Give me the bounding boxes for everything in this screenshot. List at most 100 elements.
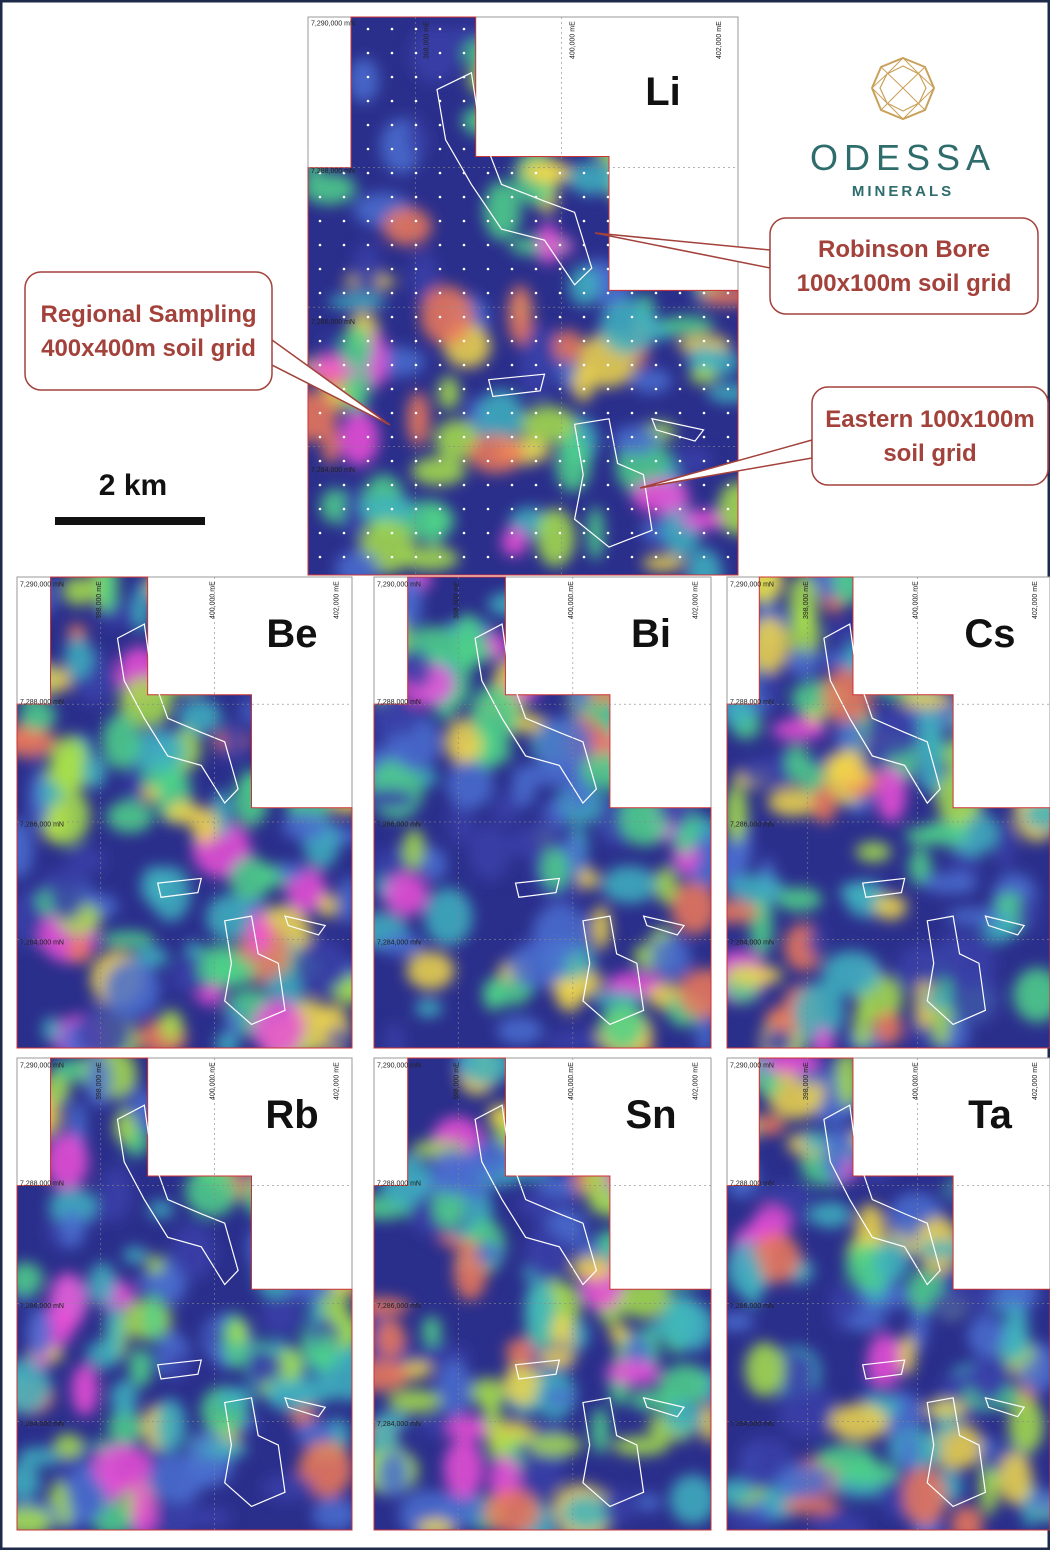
sample-point bbox=[535, 556, 538, 559]
sample-point bbox=[511, 292, 514, 295]
sample-point bbox=[655, 316, 658, 319]
sample-point bbox=[727, 364, 730, 367]
sample-point bbox=[343, 220, 346, 223]
sample-point bbox=[391, 28, 394, 31]
sample-point bbox=[319, 292, 322, 295]
sample-point bbox=[415, 148, 418, 151]
map-panel: 7,290,000 mN7,288,000 mN7,286,000 mN7,28… bbox=[353, 560, 733, 1063]
sample-point bbox=[367, 364, 370, 367]
anomaly-blob bbox=[664, 1401, 702, 1435]
anomaly-blob bbox=[388, 1389, 442, 1413]
northing-label: 7,290,000 mN bbox=[311, 20, 355, 27]
easting-label: 402,000 mE bbox=[693, 581, 700, 619]
sample-point bbox=[511, 364, 514, 367]
sample-point bbox=[367, 292, 370, 295]
anomaly-blob bbox=[507, 944, 566, 988]
sample-point bbox=[559, 484, 562, 487]
northing-label: 7,284,000 mN bbox=[20, 1421, 64, 1428]
sample-point bbox=[463, 436, 466, 439]
sample-point bbox=[367, 220, 370, 223]
sample-point bbox=[703, 556, 706, 559]
anomaly-blob bbox=[776, 887, 822, 911]
sample-point bbox=[631, 292, 634, 295]
sample-point bbox=[511, 412, 514, 415]
anomaly-blob bbox=[725, 965, 783, 986]
sample-point bbox=[463, 556, 466, 559]
sample-point bbox=[415, 532, 418, 535]
anomaly-blob bbox=[383, 207, 432, 245]
anomaly-blob bbox=[524, 1228, 567, 1281]
anomaly-blob bbox=[839, 882, 879, 903]
anomaly-blob bbox=[811, 785, 837, 822]
sample-point bbox=[487, 436, 490, 439]
sample-point bbox=[607, 196, 610, 199]
northing-label: 7,288,000 mN bbox=[311, 168, 355, 175]
anomaly-blob bbox=[497, 1017, 543, 1045]
sample-point bbox=[343, 532, 346, 535]
anomaly-blob bbox=[418, 768, 437, 786]
anomaly-blob bbox=[172, 1222, 215, 1279]
sample-point bbox=[439, 148, 442, 151]
element-label: Bi bbox=[631, 612, 671, 656]
northing-label: 7,284,000 mN bbox=[730, 939, 774, 946]
anomaly-blob bbox=[447, 1415, 489, 1440]
northing-label: 7,288,000 mN bbox=[730, 1180, 774, 1187]
sample-point bbox=[319, 244, 322, 247]
northing-label: 7,290,000 mN bbox=[20, 581, 64, 588]
northing-label: 7,288,000 mN bbox=[730, 699, 774, 706]
easting-label: 402,000 mE bbox=[693, 1062, 700, 1100]
sample-point bbox=[439, 220, 442, 223]
scale-label: 2 km bbox=[99, 469, 167, 502]
sample-point bbox=[415, 364, 418, 367]
sample-point bbox=[415, 388, 418, 391]
sample-point bbox=[583, 220, 586, 223]
sample-point bbox=[343, 484, 346, 487]
northing-label: 7,286,000 mN bbox=[311, 319, 355, 326]
sample-point bbox=[463, 364, 466, 367]
sample-point bbox=[607, 436, 610, 439]
anomaly-blob bbox=[42, 1017, 60, 1042]
element-label: Li bbox=[645, 70, 681, 114]
sample-point bbox=[343, 196, 346, 199]
northing-label: 7,286,000 mN bbox=[730, 822, 774, 829]
sample-point bbox=[583, 172, 586, 175]
easting-label: 402,000 mE bbox=[1032, 1062, 1039, 1100]
sample-point bbox=[487, 388, 490, 391]
sample-point bbox=[559, 220, 562, 223]
anomaly-blob bbox=[591, 906, 610, 950]
sample-point bbox=[703, 508, 706, 511]
anomaly-blob bbox=[922, 993, 952, 1009]
sample-point bbox=[631, 484, 634, 487]
anomaly-blob bbox=[319, 893, 338, 918]
anomaly-blob bbox=[829, 1403, 888, 1440]
northing-label: 7,284,000 mN bbox=[20, 939, 64, 946]
sample-point bbox=[463, 388, 466, 391]
sample-point bbox=[703, 460, 706, 463]
anomaly-blob bbox=[217, 1387, 254, 1409]
sample-point bbox=[415, 220, 418, 223]
easting-label: 398,000 mE bbox=[453, 581, 460, 619]
sample-point bbox=[535, 508, 538, 511]
sample-point bbox=[583, 508, 586, 511]
sample-point bbox=[487, 292, 490, 295]
anomaly-blob bbox=[422, 1316, 442, 1347]
sample-point bbox=[463, 220, 466, 223]
sample-point bbox=[319, 220, 322, 223]
sample-point bbox=[343, 412, 346, 415]
sample-point bbox=[415, 244, 418, 247]
anomaly-blob bbox=[129, 1348, 153, 1387]
sample-point bbox=[535, 436, 538, 439]
northing-label: 7,284,000 mN bbox=[377, 939, 421, 946]
sample-point bbox=[631, 316, 634, 319]
sample-point bbox=[367, 244, 370, 247]
sample-point bbox=[511, 436, 514, 439]
anomaly-blob bbox=[755, 1184, 813, 1206]
sample-point bbox=[319, 556, 322, 559]
northing-label: 7,288,000 mN bbox=[20, 699, 64, 706]
sample-point bbox=[367, 196, 370, 199]
anomaly-blob bbox=[874, 894, 907, 920]
sample-point bbox=[583, 196, 586, 199]
sample-point bbox=[343, 340, 346, 343]
anomaly-blob bbox=[740, 757, 789, 787]
sample-point bbox=[679, 292, 682, 295]
